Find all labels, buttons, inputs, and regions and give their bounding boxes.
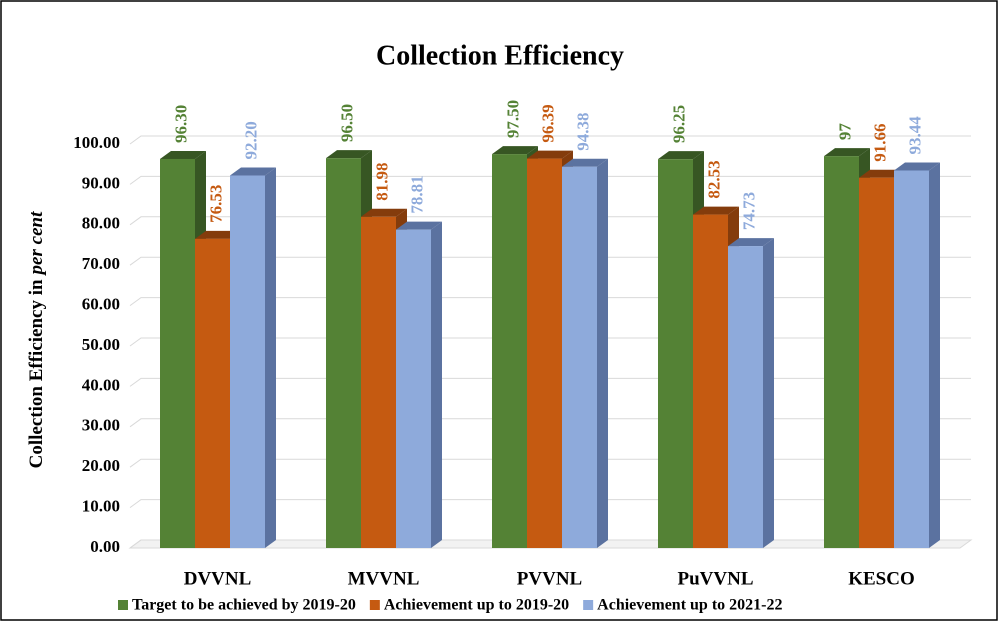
bar bbox=[230, 167, 276, 548]
grid-line bbox=[129, 135, 971, 145]
bar-top bbox=[492, 146, 538, 155]
bar-top bbox=[894, 162, 940, 171]
data-label: 78.81 bbox=[407, 175, 426, 213]
bar-top bbox=[658, 151, 704, 160]
y-axis-label-main: Collection Efficiency in bbox=[26, 279, 47, 468]
bar-top bbox=[527, 150, 573, 159]
data-label: 96.50 bbox=[337, 104, 356, 142]
bar bbox=[562, 158, 608, 548]
bar-top bbox=[824, 148, 870, 157]
y-axis-label-italic: per cent bbox=[26, 211, 47, 277]
y-tick-label: 40.00 bbox=[82, 375, 120, 394]
bar-front bbox=[824, 156, 859, 548]
x-tick-label: DVVNL bbox=[184, 568, 252, 589]
bar bbox=[728, 238, 774, 548]
data-label: 96.25 bbox=[669, 105, 688, 143]
y-tick-label: 100.00 bbox=[73, 133, 120, 152]
legend-swatch bbox=[583, 600, 594, 610]
y-axis-label: Collection Efficiency inper cent bbox=[26, 211, 47, 468]
data-label: 97.50 bbox=[503, 100, 522, 138]
bar-front bbox=[859, 177, 894, 548]
bar-side bbox=[929, 162, 940, 549]
y-tick-label: 20.00 bbox=[82, 456, 120, 475]
bar-top bbox=[728, 238, 774, 247]
bar-top bbox=[396, 221, 442, 230]
bar-top bbox=[195, 230, 241, 239]
data-label: 96.30 bbox=[171, 105, 190, 143]
bar bbox=[894, 162, 940, 549]
bar-top bbox=[230, 167, 276, 176]
bar-top bbox=[326, 150, 372, 159]
legend-swatch bbox=[118, 600, 128, 610]
bar bbox=[396, 221, 442, 548]
data-label: 96.39 bbox=[538, 104, 557, 142]
y-tick-label: 50.00 bbox=[82, 335, 120, 354]
data-label: 94.38 bbox=[573, 112, 592, 150]
bar-top bbox=[361, 208, 407, 217]
bar-top bbox=[562, 158, 608, 167]
x-tick-label: KESCO bbox=[848, 568, 915, 589]
data-label: 92.20 bbox=[241, 121, 260, 159]
bar-front bbox=[693, 214, 728, 548]
x-tick-label: MVVNL bbox=[348, 568, 420, 589]
data-label: 81.98 bbox=[372, 163, 391, 201]
y-tick-label: 10.00 bbox=[82, 497, 120, 516]
bar-front bbox=[361, 216, 396, 549]
bar-front bbox=[396, 229, 431, 548]
y-tick-label: 0.00 bbox=[90, 537, 120, 556]
bar-front bbox=[894, 170, 929, 549]
bar-top bbox=[693, 206, 739, 215]
bar-side bbox=[431, 221, 442, 548]
legend-label: Target to be achieved by 2019-20 bbox=[132, 597, 356, 614]
bar-front bbox=[728, 246, 763, 548]
y-tick-label: 30.00 bbox=[82, 416, 120, 435]
legend-label: Achievement up to 2019-20 bbox=[384, 597, 569, 614]
bar-side bbox=[597, 158, 608, 548]
bar-top bbox=[859, 169, 905, 178]
bar-front bbox=[160, 158, 195, 548]
legend-swatch bbox=[369, 600, 380, 610]
x-tick-label: PuVVNL bbox=[677, 568, 753, 589]
bar-front bbox=[562, 166, 597, 548]
data-label: 74.73 bbox=[739, 192, 758, 230]
y-tick-label: 60.00 bbox=[82, 295, 120, 314]
legend-label: Achievement up to 2021-22 bbox=[597, 597, 782, 614]
bar-front bbox=[658, 159, 693, 548]
x-tick-label: PVVNL bbox=[517, 568, 582, 589]
bar-top bbox=[160, 150, 206, 159]
bar-front bbox=[492, 154, 527, 548]
data-label: 91.66 bbox=[870, 123, 889, 161]
bar-front bbox=[527, 158, 562, 548]
bar-front bbox=[326, 158, 361, 548]
y-tick-label: 70.00 bbox=[82, 254, 120, 273]
data-label: 97 bbox=[835, 123, 854, 141]
bar-front bbox=[195, 238, 230, 549]
data-label: 93.44 bbox=[905, 116, 924, 155]
y-tick-label: 90.00 bbox=[82, 173, 120, 192]
y-tick-label: 80.00 bbox=[82, 214, 120, 233]
chart-title: Collection Efficiency bbox=[376, 40, 624, 71]
bar-side bbox=[265, 167, 276, 548]
data-label: 82.53 bbox=[704, 160, 723, 198]
bar-side bbox=[763, 238, 774, 548]
bar-front bbox=[230, 175, 265, 548]
data-label: 76.53 bbox=[206, 185, 225, 223]
